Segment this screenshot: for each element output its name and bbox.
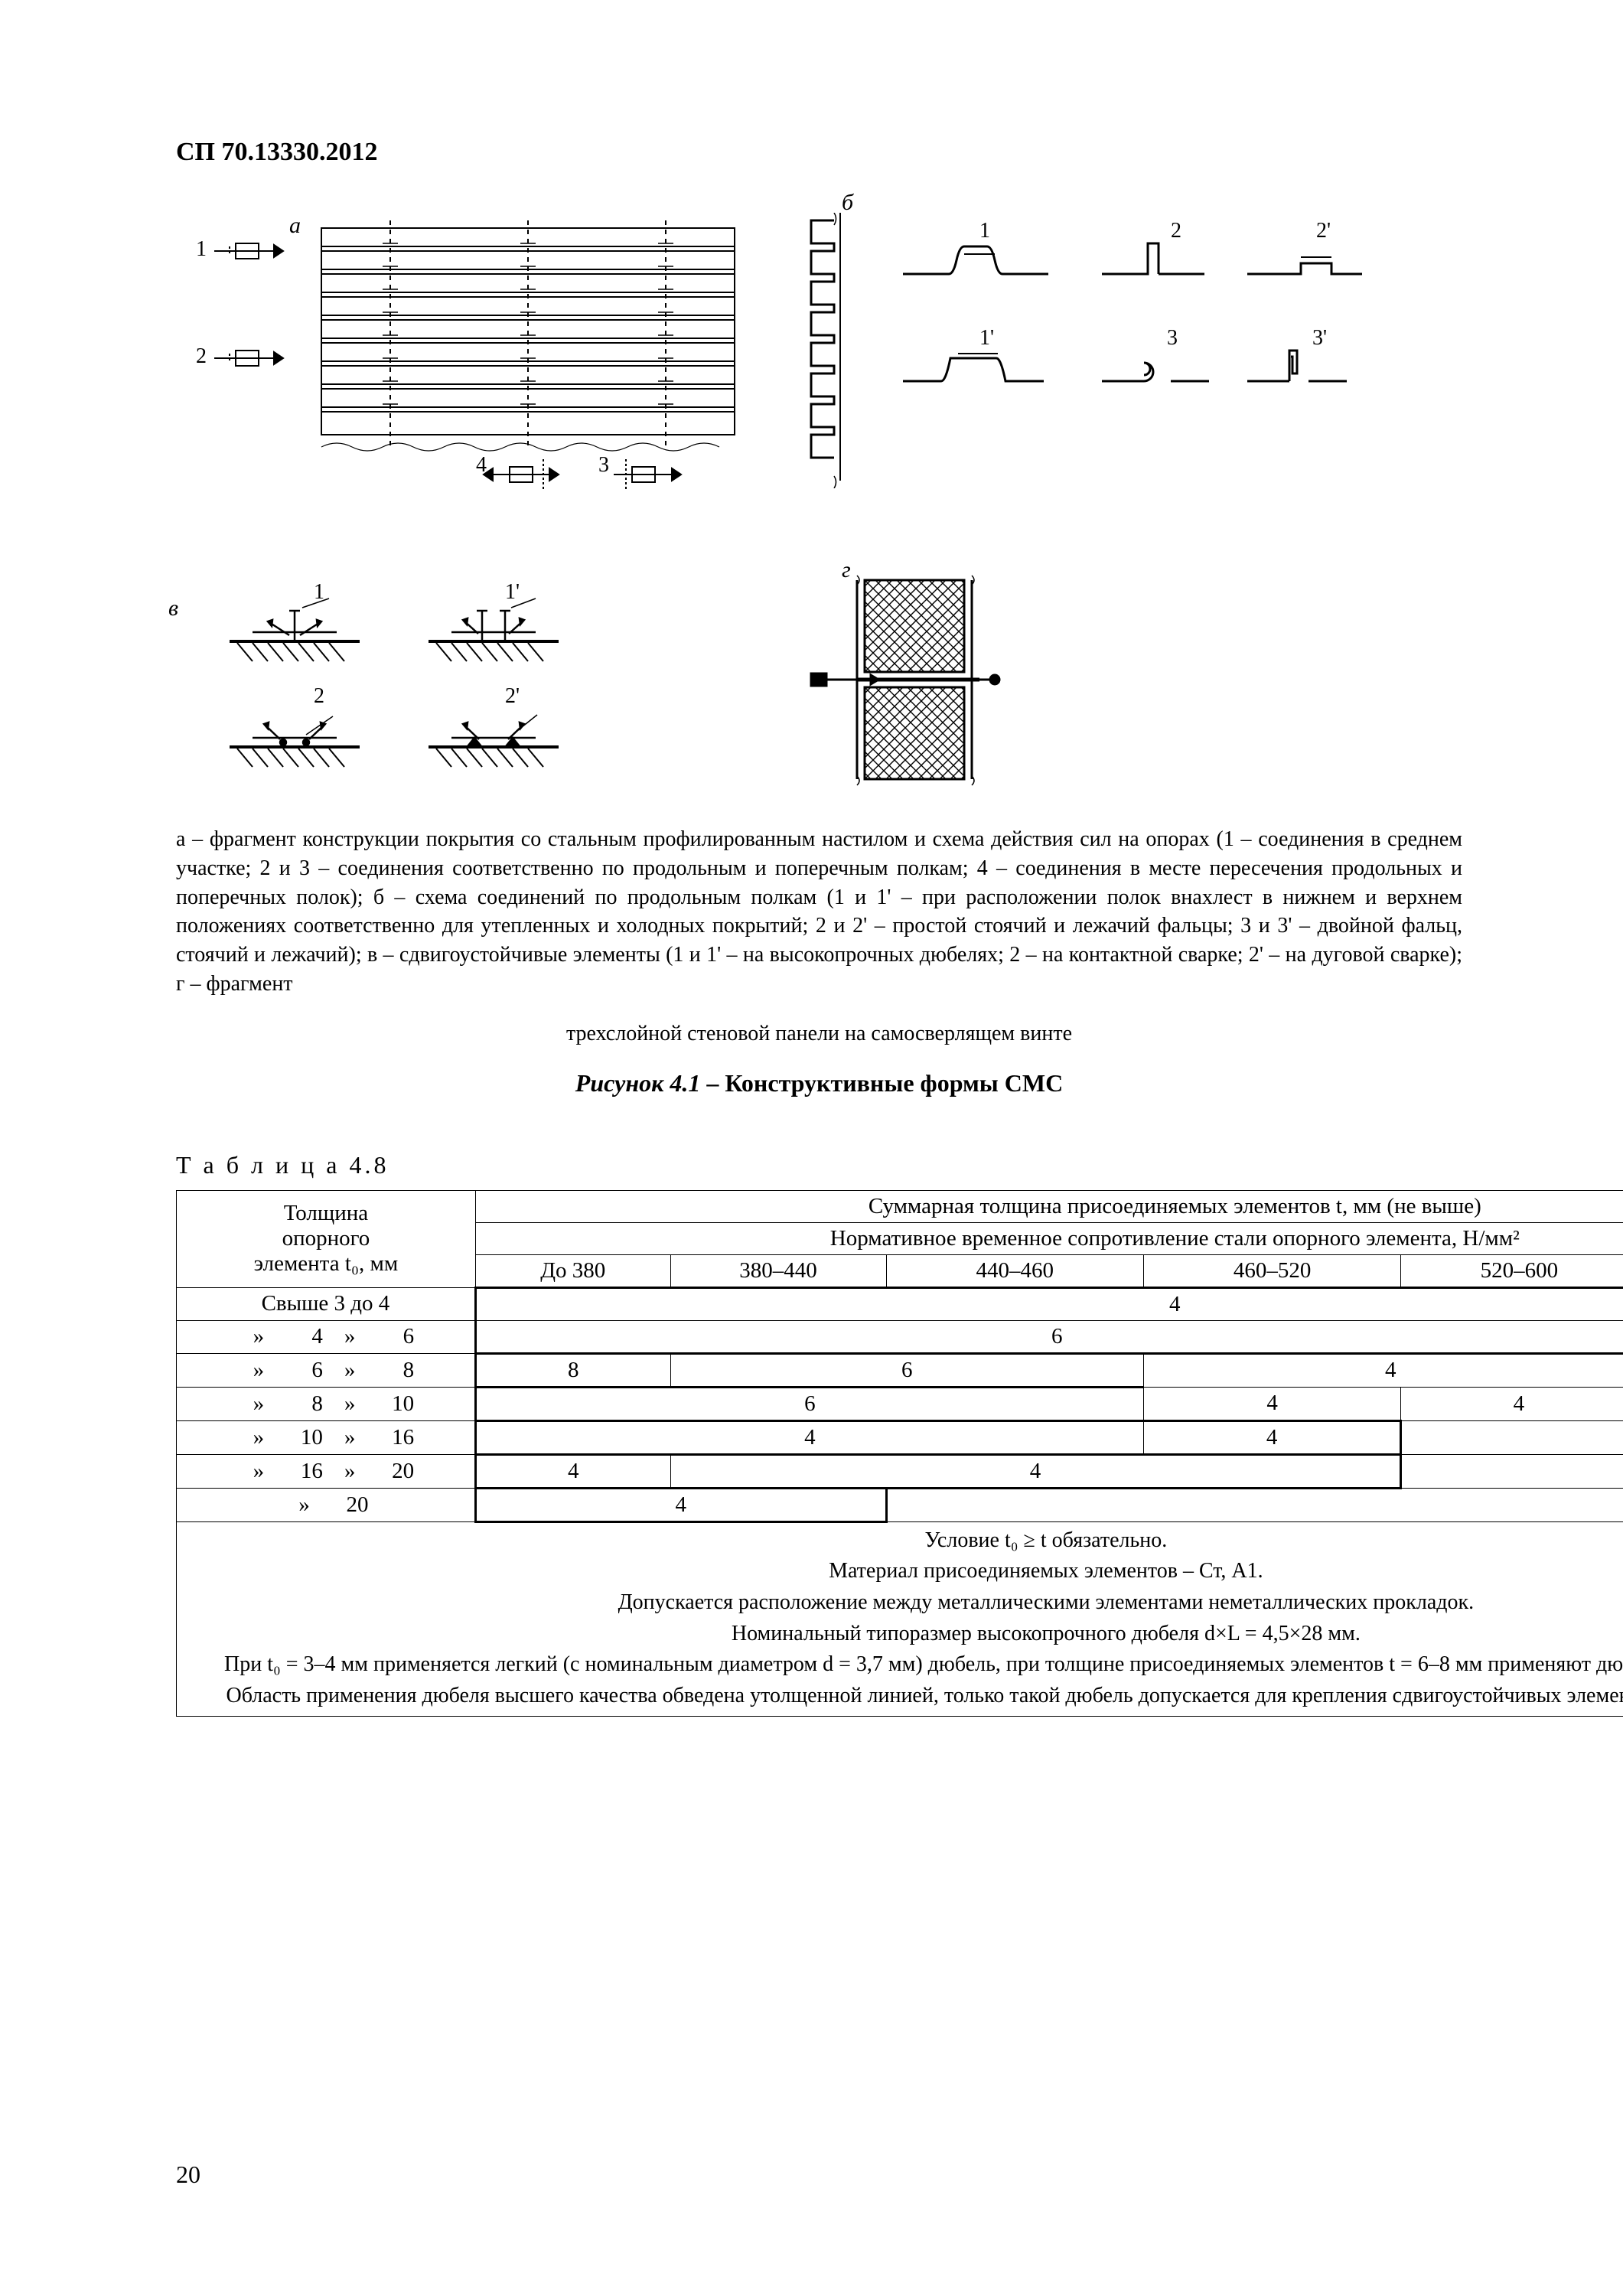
table-title: Т а б л и ц а 4.8 bbox=[176, 1151, 1462, 1179]
figure-4-1: а б в г bbox=[176, 197, 1462, 794]
col-h-1: 380–440 bbox=[670, 1254, 886, 1287]
panel-b-section-svg bbox=[781, 213, 872, 488]
table-row: »20 4 bbox=[177, 1488, 1623, 1521]
col-h-4: 520–600 bbox=[1401, 1254, 1623, 1287]
svg-text:3: 3 bbox=[1167, 328, 1178, 350]
row4-a: 6 bbox=[475, 1387, 1143, 1420]
table-row: »8 »10 6 4 4 bbox=[177, 1387, 1623, 1420]
note-6: Область применения дюбеля высшего качест… bbox=[183, 1681, 1623, 1711]
row3-c: 4 bbox=[1143, 1353, 1623, 1387]
figure-caption: а – фрагмент конструкции покрытия со ста… bbox=[176, 825, 1462, 999]
svg-text:3': 3' bbox=[1312, 328, 1327, 350]
document-code: СП 70.13330.2012 bbox=[176, 138, 1462, 167]
panel-a-side-svg: 1 2 bbox=[191, 228, 321, 504]
col-h-0: До 380 bbox=[475, 1254, 670, 1287]
note-4: Номинальный типоразмер высокопрочного дю… bbox=[183, 1619, 1623, 1649]
panel-a-bottom-svg: 4 3 bbox=[314, 452, 742, 505]
panel-a-svg bbox=[314, 220, 742, 481]
page-number: 20 bbox=[176, 2161, 200, 2189]
figure-title-text: – Конструктивные формы СМС bbox=[700, 1069, 1063, 1097]
note-1: Условие t₀ ≥ t обязательно. bbox=[183, 1526, 1623, 1556]
row2-label: »4 »6 bbox=[177, 1320, 476, 1353]
note-2: Материал присоединяемых элементов – Ст, … bbox=[183, 1557, 1623, 1587]
row2-a: 6 bbox=[475, 1320, 1623, 1353]
row5-a: 4 bbox=[475, 1420, 1143, 1454]
row6-label: »16 »20 bbox=[177, 1454, 476, 1488]
figure-title-number: Рисунок 4.1 bbox=[575, 1069, 701, 1097]
panel-label-b: б bbox=[842, 190, 853, 216]
table-notes-row: Условие t₀ ≥ t обязательно. Материал при… bbox=[177, 1521, 1623, 1716]
row1-val: 4 bbox=[475, 1287, 1623, 1320]
row4-c: 4 bbox=[1401, 1387, 1623, 1420]
svg-text:1': 1' bbox=[505, 580, 520, 604]
panel-label-v: в bbox=[168, 595, 178, 621]
head-row1: Суммарная толщина присоединяемых элемент… bbox=[475, 1190, 1623, 1222]
row3-b: 6 bbox=[670, 1353, 1143, 1387]
col1-line1: Толщина bbox=[284, 1201, 368, 1225]
figure-caption-center: трехслойной стеновой панели на самосверл… bbox=[176, 1022, 1462, 1046]
row5-b: 4 bbox=[1143, 1420, 1400, 1454]
panel-b-row1-svg: 1 2 2' bbox=[895, 220, 1385, 312]
table-row: »6 »8 8 6 4 4 bbox=[177, 1353, 1623, 1387]
row4-b: 4 bbox=[1143, 1387, 1400, 1420]
svg-text:3: 3 bbox=[598, 453, 609, 477]
note-5: При t₀ = 3–4 мм применяется легкий (с но… bbox=[183, 1650, 1623, 1680]
col1-line2: опорного bbox=[282, 1226, 370, 1251]
svg-text:2: 2 bbox=[196, 344, 207, 368]
row7-label: »20 bbox=[177, 1488, 476, 1521]
row7-a: 4 bbox=[475, 1488, 886, 1521]
svg-text:2': 2' bbox=[505, 684, 520, 708]
table-row: »4 »6 6 4 bbox=[177, 1320, 1623, 1353]
table-4-8: Толщина опорного элемента t₀, мм Суммарн… bbox=[176, 1190, 1623, 1717]
svg-text:2: 2 bbox=[314, 684, 324, 708]
row3-label: »6 »8 bbox=[177, 1353, 476, 1387]
panel-b-row2-svg: 1' 3 3' bbox=[895, 328, 1385, 419]
note-3: Допускается расположение между металличе… bbox=[183, 1588, 1623, 1618]
table-row: »10 »16 4 4 – bbox=[177, 1420, 1623, 1454]
panel-v-svg: 1 bbox=[199, 580, 627, 794]
table-row: »16 »20 4 4 – bbox=[177, 1454, 1623, 1488]
col-h-2: 440–460 bbox=[886, 1254, 1143, 1287]
svg-text:2: 2 bbox=[1171, 220, 1181, 243]
svg-text:1': 1' bbox=[979, 328, 994, 350]
row1-label: Свыше 3 до 4 bbox=[177, 1287, 476, 1320]
page: СП 70.13330.2012 а б в г bbox=[0, 0, 1623, 2296]
table-row: Свыше 3 до 4 4 bbox=[177, 1287, 1623, 1320]
row6-a: 4 bbox=[475, 1454, 670, 1488]
figure-title: Рисунок 4.1 – Конструктивные формы СМС bbox=[176, 1069, 1462, 1097]
row3-a: 8 bbox=[475, 1353, 670, 1387]
row5-label: »10 »16 bbox=[177, 1420, 476, 1454]
row4-label: »8 »10 bbox=[177, 1387, 476, 1420]
row6-b: 4 bbox=[670, 1454, 1401, 1488]
col1-line3: элемента t₀, мм bbox=[254, 1251, 399, 1276]
svg-text:1: 1 bbox=[196, 237, 207, 261]
panel-g-svg bbox=[803, 572, 1002, 802]
svg-text:1: 1 bbox=[979, 220, 990, 243]
head-row2: Нормативное временное сопротивление стал… bbox=[475, 1222, 1623, 1254]
svg-text:2': 2' bbox=[1316, 220, 1331, 243]
col-h-3: 460–520 bbox=[1143, 1254, 1400, 1287]
